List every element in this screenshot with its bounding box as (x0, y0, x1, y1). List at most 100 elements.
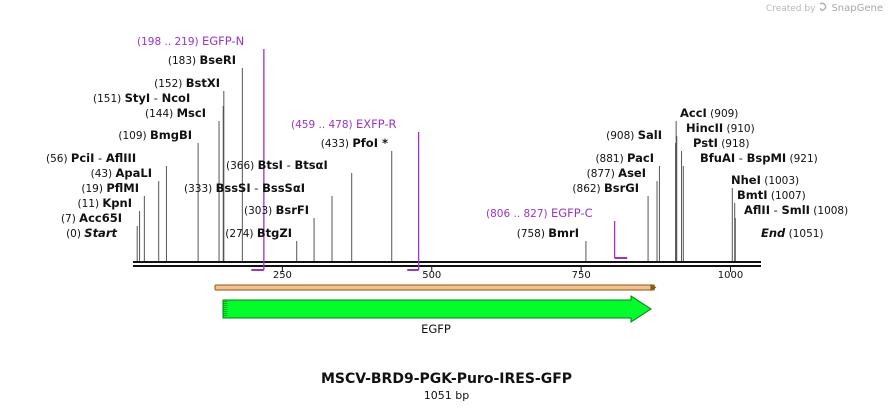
restriction-site[interactable]: (183) BseRI (168, 53, 236, 67)
restriction-site[interactable]: (758) BmrI (517, 226, 579, 240)
restriction-site[interactable]: PstI (918) (693, 136, 749, 150)
site-position: (0) (66, 228, 84, 240)
site-text: HincII (910) (686, 121, 755, 135)
site-position: (152) (154, 78, 186, 90)
restriction-site[interactable]: (152) BstXI (154, 76, 220, 90)
site-name: BtsI (258, 158, 283, 172)
map-title: MSCV-BRD9-PGK-Puro-IRES-GFP (320, 371, 573, 387)
ruler-label: 250 (273, 270, 292, 281)
site-name: BmtI (737, 188, 768, 202)
restriction-site[interactable]: (881) PacI (595, 151, 654, 165)
restriction-site[interactable]: (144) MscI (145, 106, 206, 120)
site-text: (433) PfoI * (321, 136, 388, 150)
snapgene-logo-icon (818, 2, 828, 15)
restriction-site[interactable]: BfuAI - BspMI (921) (700, 151, 818, 165)
primer-egfp-n[interactable]: (198 .. 219) EGFP-N (137, 34, 265, 271)
site-position: (918) (718, 138, 750, 150)
restriction-site[interactable]: (303) BsrFI (244, 203, 309, 217)
site-position: (43) (91, 168, 116, 180)
site-position: (56) (46, 153, 71, 165)
site-separator: - (251, 181, 262, 195)
primer-exfp-r[interactable]: (459 .. 478) EXFP-R (291, 117, 420, 271)
site-name: NheI (731, 173, 761, 187)
site-position: (758) (517, 228, 549, 240)
site-position: (1008) (810, 205, 848, 217)
site-name: BmgBI (150, 128, 192, 142)
site-position: (877) (587, 168, 619, 180)
site-alt-name: SmlI (781, 203, 810, 217)
restriction-site[interactable]: End (1051) (761, 226, 824, 240)
restriction-site[interactable]: (19) PflMI (81, 181, 139, 195)
site-text: (144) MscI (145, 106, 206, 120)
site-text: (56) PciI - AflIII (46, 151, 136, 165)
primer-name: EXFP-R (356, 117, 397, 131)
site-text: NheI (1003) (731, 173, 799, 187)
site-text: (7) Acc65I (61, 211, 122, 225)
site-alt-name: NcoI (162, 91, 191, 105)
site-text: (758) BmrI (517, 226, 579, 240)
site-position: (433) (321, 138, 353, 150)
site-separator: - (94, 151, 105, 165)
site-alt-name: AflIII (106, 151, 136, 165)
feature-egfp[interactable]: EGFP (214, 284, 657, 336)
restriction-site[interactable]: AflII - SmlI (1008) (744, 203, 848, 217)
site-text: End (1051) (761, 226, 824, 240)
site-name: AccI (680, 106, 707, 120)
site-name: BsrFI (276, 203, 309, 217)
primer-range: (459 .. 478) (291, 119, 356, 131)
site-position: (908) (606, 130, 638, 142)
site-text: (43) ApaLI (91, 166, 152, 180)
restriction-site[interactable]: (877) AseI (587, 166, 646, 180)
restriction-site[interactable]: (151) StyI - NcoI (93, 91, 190, 105)
restriction-site[interactable]: (0) Start (66, 226, 117, 240)
site-name: BssSI (216, 181, 251, 195)
restriction-site[interactable]: (862) BsrGI (572, 181, 639, 195)
feature-label: EGFP (421, 322, 451, 336)
site-text: AccI (909) (680, 106, 738, 120)
site-name: AflII (744, 203, 770, 217)
restriction-site[interactable]: (56) PciI - AflIII (46, 151, 136, 165)
site-position: (144) (145, 108, 177, 120)
site-position: (109) (118, 130, 150, 142)
restriction-site[interactable]: BmtI (1007) (737, 188, 806, 202)
restriction-site[interactable]: (433) PfoI * (321, 136, 388, 150)
restriction-site[interactable]: (43) ApaLI (91, 166, 152, 180)
site-alt-name: BssSαI (262, 181, 305, 195)
site-position: (303) (244, 205, 276, 217)
primer-egfp-c[interactable]: (806 .. 827) EGFP-C (486, 206, 628, 259)
site-name: PflMI (106, 181, 139, 195)
restriction-site[interactable]: (11) KpnI (77, 196, 132, 210)
site-name: End (761, 226, 786, 240)
restriction-site[interactable]: (109) BmgBI (118, 128, 192, 142)
primer-label: (806 .. 827) EGFP-C (486, 206, 593, 220)
restriction-site[interactable]: AccI (909) (680, 106, 738, 120)
restriction-site[interactable]: NheI (1003) (731, 173, 799, 187)
site-position: (862) (572, 183, 604, 195)
site-position: (1003) (761, 175, 799, 187)
restriction-site[interactable]: (366) BtsI - BtsαI (226, 158, 328, 172)
site-position: (183) (168, 55, 200, 67)
site-position: (909) (707, 108, 739, 120)
site-alt-name: BtsαI (294, 158, 327, 172)
site-name: Acc65I (79, 211, 122, 225)
site-text: (19) PflMI (81, 181, 139, 195)
site-separator: - (735, 151, 746, 165)
site-text: (0) Start (66, 226, 117, 240)
site-position: (1051) (785, 228, 823, 240)
site-position: (11) (77, 198, 102, 210)
site-text: (109) BmgBI (118, 128, 192, 142)
restriction-site[interactable]: HincII (910) (686, 121, 755, 135)
restriction-site[interactable]: (333) BssSI - BssSαI (184, 181, 305, 195)
credit-prefix: Created by (765, 3, 816, 14)
site-text: (908) SalI (606, 128, 662, 142)
restriction-site[interactable]: (274) BtgZI (225, 226, 292, 240)
backbone (133, 261, 761, 267)
site-name: AseI (618, 166, 646, 180)
restriction-site[interactable]: (908) SalI (606, 128, 662, 142)
site-text: (877) AseI (587, 166, 646, 180)
ruler: 250 500 750 1000 (273, 267, 743, 281)
site-separator: - (283, 158, 294, 172)
site-position: (19) (81, 183, 106, 195)
restriction-site[interactable]: (7) Acc65I (61, 211, 122, 225)
site-position: (7) (61, 213, 79, 225)
